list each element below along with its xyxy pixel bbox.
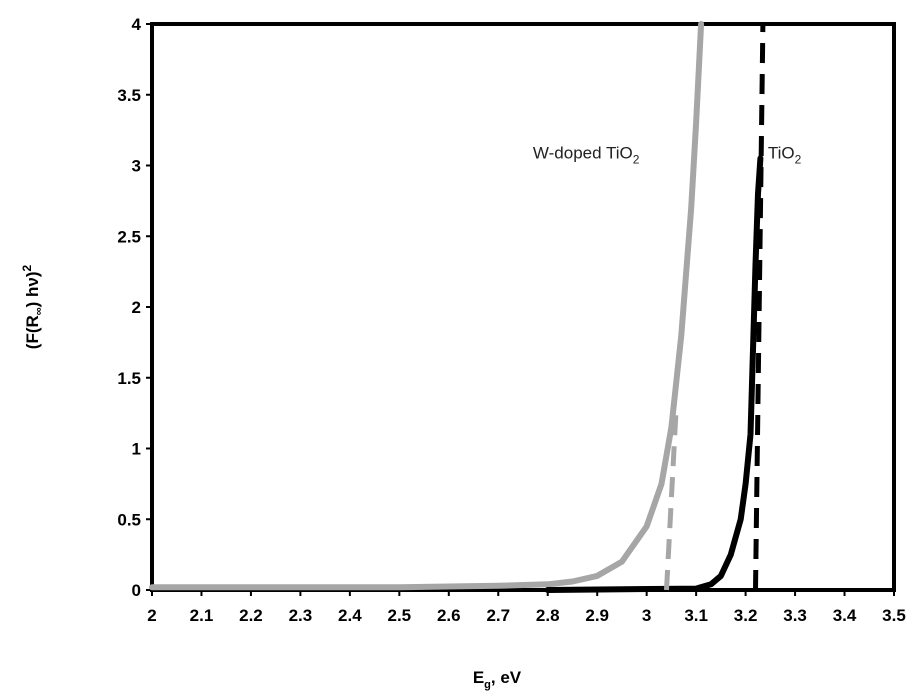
x-tick-label: 2 xyxy=(147,606,156,625)
x-tick-label: 3.4 xyxy=(833,606,857,625)
series-line-3 xyxy=(753,23,766,591)
y-tick-label: 2 xyxy=(132,298,141,317)
series-annotation: W-doped TiO2 xyxy=(533,143,640,166)
x-tick-label: 3 xyxy=(642,606,651,625)
x-axis-label: Eg, eV xyxy=(473,668,522,691)
x-tick-label: 2.7 xyxy=(486,606,510,625)
x-tick-label: 3.1 xyxy=(684,606,708,625)
y-tick-label: 3.5 xyxy=(117,86,141,105)
y-axis-ticks: 0 0.5 1 1.5 2 2.5 3 3.5 4 xyxy=(117,15,152,600)
series-line-0 xyxy=(149,21,705,591)
y-tick-label: 0.5 xyxy=(117,510,141,529)
x-tick-label: 2.6 xyxy=(437,606,461,625)
y-tick-label: 0 xyxy=(132,581,141,600)
y-tick-label: 3 xyxy=(132,157,141,176)
x-tick-label: 2.8 xyxy=(536,606,560,625)
x-tick-label: 2.1 xyxy=(190,606,214,625)
plot-frame xyxy=(150,22,896,592)
x-tick-label: 3.3 xyxy=(783,606,807,625)
series-lines xyxy=(149,21,766,593)
y-axis-label: (F(R∞) hν)2 xyxy=(20,264,45,349)
x-axis-ticks: 2 2.1 2.2 2.3 2.4 2.5 2.6 2.7 2.8 2.9 3 3.1 3.2 3.3 3.… xyxy=(147,590,906,625)
x-tick-label: 2.3 xyxy=(289,606,313,625)
annotations: W-doped TiO2 TiO2 xyxy=(533,143,802,166)
y-tick-label: 1 xyxy=(132,440,141,459)
x-tick-label: 3.5 xyxy=(882,606,906,625)
y-tick-label: 4 xyxy=(132,15,142,34)
x-tick-label: 3.2 xyxy=(734,606,758,625)
y-tick-label: 1.5 xyxy=(117,369,141,388)
x-tick-label: 2.4 xyxy=(338,606,362,625)
series-line-1 xyxy=(544,155,764,593)
x-tick-label: 2.5 xyxy=(388,606,412,625)
y-tick-label: 2.5 xyxy=(117,227,141,246)
x-tick-label: 2.2 xyxy=(239,606,263,625)
series-annotation: TiO2 xyxy=(768,143,802,166)
x-tick-label: 2.9 xyxy=(585,606,609,625)
